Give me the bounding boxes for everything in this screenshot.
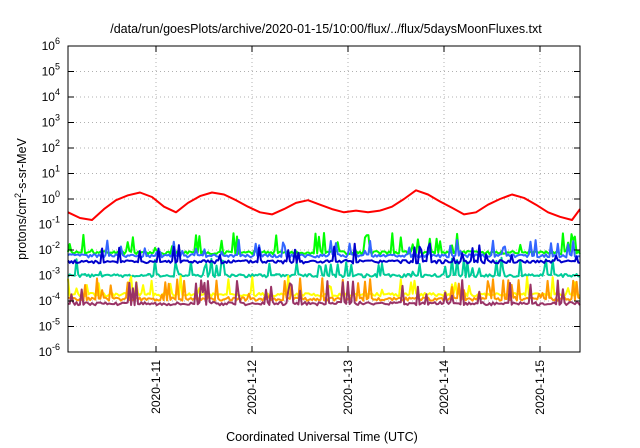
- y-tick-label: 10-5: [39, 317, 60, 334]
- y-tick-label: 10-4: [39, 291, 60, 308]
- y-tick-label: 100: [42, 189, 60, 206]
- x-tick-label: 2020-1-14: [437, 360, 451, 415]
- x-tick-label: 2020-1-12: [245, 360, 259, 415]
- y-axis-ticks: 10-6 10-5 10-4 10-3 10-2 10-1 100 101 102 103 104 1…: [39, 36, 580, 359]
- y-tick-label: 103: [42, 113, 60, 130]
- y-tick-label: 10-1: [39, 215, 60, 232]
- y-tick-label: 101: [42, 164, 60, 181]
- x-axis-label: Coordinated Universal Time (UTC): [226, 430, 418, 444]
- series-line-5: [67, 242, 581, 265]
- y-tick-label: 10-2: [39, 240, 60, 257]
- x-tick-label: 2020-1-15: [533, 360, 547, 415]
- series-line-7: [67, 277, 581, 302]
- x-tick-label: 2020-1-13: [341, 360, 355, 415]
- y-axis-label: protons/cm2-s-sr-MeV: [13, 137, 29, 259]
- series-line-4: [67, 238, 581, 259]
- y-tick-label: 10-6: [39, 342, 60, 359]
- x-tick-label: 2020-1-11: [149, 360, 163, 414]
- y-tick-label: 105: [42, 62, 60, 79]
- series-line-1: [67, 189, 581, 221]
- series-line-3: [67, 256, 581, 279]
- y-tick-label: 102: [42, 138, 60, 155]
- series-lines: [67, 189, 581, 307]
- chart-title: /data/run/goesPlots/archive/2020-01-15/1…: [110, 22, 542, 36]
- y-tick-label: 10-3: [39, 266, 60, 283]
- y-tick-label: 106: [42, 36, 60, 53]
- x-axis-ticks: 2020-1-11 2020-1-12 2020-1-13 2020-1-14 2020…: [149, 46, 547, 415]
- grid-lines: [68, 46, 580, 352]
- series-line-8: [67, 279, 581, 307]
- y-tick-label: 104: [42, 87, 60, 104]
